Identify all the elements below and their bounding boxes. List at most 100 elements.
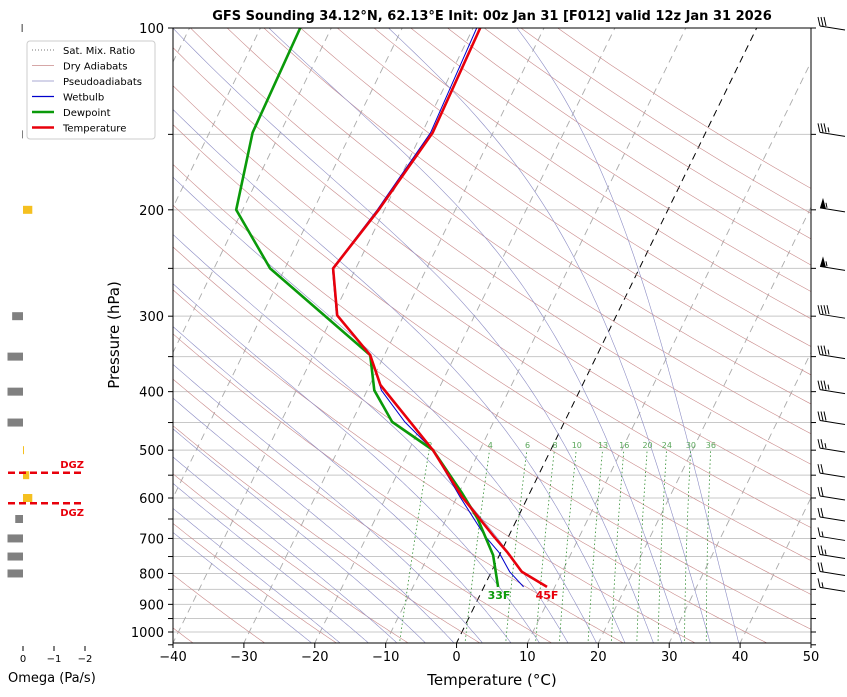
wind-barb-feather: [821, 305, 823, 314]
x-tick-label: −30: [230, 650, 257, 665]
x-tick-label: −20: [301, 650, 328, 665]
wind-barb: [820, 256, 845, 270]
wind-barb-shaft: [820, 314, 845, 318]
dry-adiabat: [558, 28, 847, 645]
mixing-ratio-label: 24: [662, 441, 672, 450]
wind-barb-shaft: [820, 421, 845, 425]
isotherm-line: [314, 28, 615, 645]
dgz-label: DGZ: [60, 508, 84, 519]
mixing-ratio-label: 10: [572, 441, 582, 450]
mixing-ratio-line: [658, 450, 667, 645]
surface-dewpoint-label: 33F: [488, 589, 511, 602]
wind-barb-shaft: [820, 571, 845, 575]
wind-barb: [818, 346, 845, 359]
wind-barb-feather: [821, 346, 823, 355]
mixing-ratio-label: 4: [488, 441, 493, 450]
dry-adiabat: [301, 28, 847, 645]
legend-label: Pseudoadiabats: [63, 77, 142, 88]
dry-adiabat: [337, 28, 847, 645]
chart-title: GFS Sounding 34.12°N, 62.13°E Init: 00z …: [212, 9, 772, 24]
freezing-isotherm: [456, 28, 757, 645]
omega-bar-sinking: [21, 24, 23, 32]
y-tick-label: 500: [139, 444, 164, 459]
wind-barb-feather: [827, 305, 829, 314]
x-tick-label: 50: [803, 650, 820, 665]
y-tick-label: 900: [139, 598, 164, 613]
surface-temperature-label: 45F: [536, 589, 559, 602]
wind-barb-half-feather: [825, 443, 826, 448]
wind-barb-feather: [821, 17, 823, 26]
wind-barb-feather: [818, 546, 820, 555]
mixing-ratio-label: 36: [706, 441, 716, 450]
wind-barb-feather: [824, 123, 826, 132]
wind-barb-feather: [818, 578, 820, 587]
wind-barb-feather: [821, 487, 823, 496]
wind-barb-feather: [821, 412, 823, 421]
legend-label: Dewpoint: [63, 108, 111, 119]
wind-barb-half-feather: [828, 127, 829, 132]
wind-barb-feather: [818, 412, 820, 421]
mixing-ratio-label: 13: [598, 441, 608, 450]
y-tick-label: 700: [139, 532, 164, 547]
wind-barb-shaft: [820, 26, 845, 30]
mixing-ratio-line: [399, 450, 429, 645]
legend-label: Dry Adiabats: [63, 62, 127, 73]
omega-bar-sinking: [22, 130, 23, 138]
wind-barb-feather: [818, 439, 820, 448]
x-tick-label: 0: [452, 650, 460, 665]
wind-barb-shaft: [820, 555, 845, 559]
wind-barb-shaft: [820, 536, 845, 540]
mixing-ratio-label: 8: [552, 441, 557, 450]
omega-bar-rising: [23, 206, 32, 214]
wind-barb-half-feather: [822, 531, 823, 536]
wind-barb: [818, 464, 845, 477]
mixing-ratio-label: 16: [619, 441, 629, 450]
wind-barb-feather: [818, 346, 820, 355]
pseudoadiabat: [173, 28, 654, 645]
wind-barb: [818, 439, 845, 452]
wind-barb-feather: [824, 346, 826, 355]
dgz-label: DGZ: [60, 460, 84, 471]
legend-label: Sat. Mix. Ratio: [63, 46, 135, 57]
y-tick-label: 100: [139, 22, 164, 37]
isotherm-line: [527, 28, 828, 645]
y-tick-label: 300: [139, 310, 164, 325]
omega-bar-sinking: [8, 569, 24, 577]
wind-barb: [820, 198, 845, 212]
mixing-ratio-line: [706, 450, 710, 645]
wind-barb-feather: [818, 123, 820, 132]
wind-barb-pennant: [820, 198, 826, 209]
dry-adiabat: [227, 28, 847, 645]
omega-bar-sinking: [12, 312, 23, 320]
omega-bar-sinking: [8, 388, 24, 396]
wind-barb-shaft: [820, 390, 845, 394]
legend: Sat. Mix. Ratio Dry Adiabats Pseudoadiabat…: [27, 41, 155, 139]
wind-barb: [818, 412, 845, 425]
wind-barb-shaft: [820, 448, 845, 452]
isotherm-line: [172, 28, 473, 645]
mixing-ratio-line: [611, 450, 624, 645]
wind-barb-half-feather: [828, 350, 829, 355]
wind-barb-feather: [821, 464, 823, 473]
wind-barb-feather: [824, 412, 826, 421]
dry-adiabat: [44, 28, 847, 645]
wind-barb-half-feather: [828, 385, 829, 390]
wind-barbs: [818, 17, 845, 591]
wind-barb-feather: [818, 305, 820, 314]
y-tick-label: 800: [139, 567, 164, 582]
wind-barb-half-feather: [826, 203, 827, 208]
mixing-ratio-line: [637, 450, 647, 645]
wind-barb-pennant: [820, 256, 826, 267]
wind-barb-feather: [824, 17, 826, 26]
isotherm-line: [810, 28, 847, 645]
dry-adiabat: [117, 28, 847, 645]
wind-barb-half-feather: [825, 550, 826, 555]
legend-label: Wetbulb: [63, 93, 104, 104]
omega-tick-label: −1: [47, 654, 62, 665]
mixing-ratio-label: 6: [525, 441, 530, 450]
wind-barb-feather: [821, 508, 823, 517]
wind-barb-feather: [818, 487, 820, 496]
wind-barb: [818, 562, 845, 575]
